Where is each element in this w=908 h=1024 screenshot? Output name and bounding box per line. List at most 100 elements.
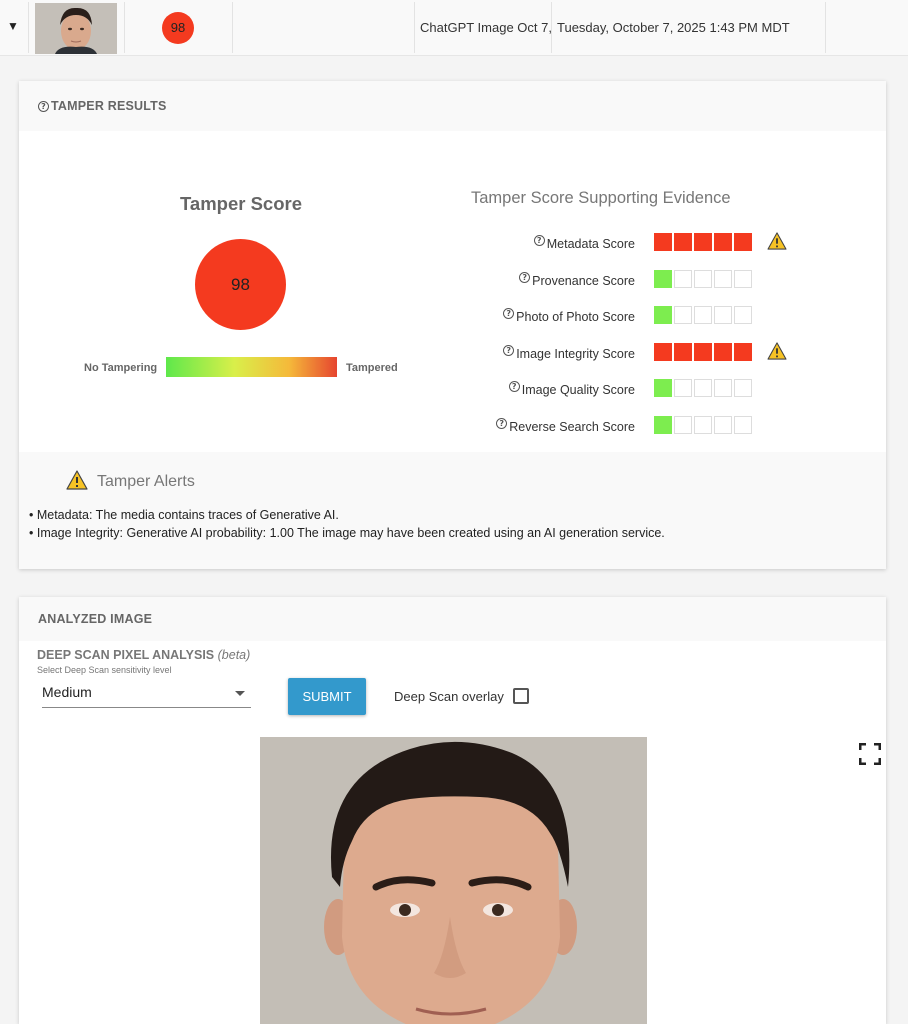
evidence-label-text: Image Quality Score bbox=[521, 383, 635, 398]
score-segment bbox=[674, 379, 692, 397]
tamper-score-title: Tamper Score bbox=[180, 193, 303, 214]
score-segment bbox=[654, 306, 672, 324]
score-segment bbox=[714, 342, 732, 361]
question-circle-icon[interactable]: ? bbox=[503, 344, 515, 356]
tamper-results-title: TAMPER RESULTS bbox=[51, 99, 167, 113]
score-segment bbox=[694, 269, 712, 288]
evidence-label: ? Provenance Score bbox=[519, 271, 635, 288]
thumbnail-image[interactable] bbox=[35, 3, 117, 54]
tamper-results-card: ? TAMPER RESULTS Tamper Score 98 No Tamp… bbox=[19, 81, 886, 569]
score-segment bbox=[734, 342, 752, 361]
evidence-label-text: Image Integrity Score bbox=[516, 346, 635, 361]
deep-scan-overlay-label: Deep Scan overlay bbox=[394, 689, 504, 704]
score-segment bbox=[654, 342, 672, 361]
analyzed-image-header: ANALYZED IMAGE bbox=[19, 597, 886, 641]
warning-triangle-icon bbox=[767, 232, 787, 250]
sensitivity-hint: Select Deep Scan sensitivity level bbox=[37, 665, 172, 675]
evidence-label: ? Image Integrity Score bbox=[503, 344, 635, 361]
question-circle-icon[interactable]: ? bbox=[496, 417, 508, 429]
evidence-label: ? Metadata Score bbox=[533, 235, 635, 252]
tamper-alerts-title: Tamper Alerts bbox=[97, 473, 195, 490]
cell-divider bbox=[124, 2, 125, 53]
score-segment bbox=[714, 379, 732, 397]
score-segment bbox=[694, 379, 712, 397]
evidence-label: ? Image Quality Score bbox=[508, 381, 635, 398]
analyzed-image[interactable] bbox=[260, 737, 647, 1024]
score-segment bbox=[694, 342, 712, 361]
tamper-alerts-section: Tamper Alerts • Metadata: The media cont… bbox=[19, 452, 886, 569]
scale-label-no-tampering: No Tampering bbox=[84, 362, 158, 374]
evidence-row: ? Image Integrity Score bbox=[399, 341, 799, 363]
score-segment bbox=[674, 342, 692, 361]
deep-scan-overlay-checkbox[interactable] bbox=[513, 688, 529, 704]
sensitivity-select[interactable]: Medium bbox=[42, 681, 251, 708]
question-circle-icon[interactable]: ? bbox=[519, 271, 531, 283]
score-segment bbox=[714, 415, 732, 434]
result-row[interactable]: ▼ 98 ChatGPT Image Oct 7, Tuesday, Octob… bbox=[0, 0, 908, 56]
warning-triangle-icon bbox=[66, 470, 88, 490]
row-score-badge: 98 bbox=[162, 12, 194, 44]
alert-line: • Metadata: The media contains traces of… bbox=[29, 508, 339, 522]
score-segment bbox=[674, 415, 692, 434]
evidence-score-bar bbox=[654, 342, 754, 361]
evidence-score-bar bbox=[654, 306, 754, 324]
evidence-label-text: Photo of Photo Score bbox=[516, 310, 635, 325]
question-circle-icon[interactable]: ? bbox=[533, 235, 545, 246]
analyzed-image-title: ANALYZED IMAGE bbox=[38, 612, 153, 626]
row-date: Tuesday, October 7, 2025 1:43 PM MDT bbox=[557, 20, 790, 35]
question-circle-icon[interactable]: ? bbox=[503, 308, 515, 319]
analyzed-image-card: ANALYZED IMAGE DEEP SCAN PIXEL ANALYSIS … bbox=[19, 597, 886, 1024]
face-photo bbox=[260, 737, 647, 1024]
deep-scan-title-text: DEEP SCAN PIXEL ANALYSIS bbox=[37, 648, 215, 662]
sensitivity-value: Medium bbox=[42, 684, 92, 700]
score-segment bbox=[734, 379, 752, 397]
evidence-label-text: Metadata Score bbox=[546, 237, 635, 252]
score-segment bbox=[734, 306, 752, 324]
face-thumbnail bbox=[35, 3, 117, 54]
score-segment bbox=[654, 233, 672, 251]
cell-divider bbox=[232, 2, 233, 53]
question-circle-icon[interactable]: ? bbox=[38, 100, 49, 112]
tamper-score-circle: 98 bbox=[195, 239, 286, 330]
alert-line: • Image Integrity: Generative AI probabi… bbox=[29, 526, 665, 540]
score-segment bbox=[734, 233, 752, 251]
score-segment bbox=[654, 379, 672, 397]
evidence-row: ? Metadata Score bbox=[399, 232, 799, 253]
score-segment bbox=[674, 306, 692, 324]
cell-divider bbox=[825, 2, 826, 53]
score-segment bbox=[654, 269, 672, 288]
expand-caret-icon[interactable]: ▼ bbox=[7, 19, 19, 33]
fullscreen-icon[interactable] bbox=[859, 743, 881, 765]
score-segment bbox=[654, 415, 672, 434]
evidence-label: ? Photo of Photo Score bbox=[503, 308, 635, 324]
tamper-results-header: ? TAMPER RESULTS bbox=[19, 81, 886, 131]
evidence-score-bar bbox=[654, 269, 754, 288]
evidence-title: Tamper Score Supporting Evidence bbox=[471, 189, 731, 207]
cell-divider bbox=[551, 2, 552, 53]
evidence-label: ? Reverse Search Score bbox=[496, 417, 635, 434]
row-file-name[interactable]: ChatGPT Image Oct 7, bbox=[420, 20, 552, 35]
score-segment bbox=[734, 269, 752, 288]
score-segment bbox=[714, 306, 732, 324]
evidence-row: ? Photo of Photo Score bbox=[399, 306, 799, 326]
score-segment bbox=[694, 415, 712, 434]
evidence-row: ? Image Quality Score bbox=[399, 379, 799, 399]
cell-divider bbox=[414, 2, 415, 53]
evidence-label-text: Provenance Score bbox=[532, 273, 635, 288]
evidence-score-bar bbox=[654, 233, 754, 251]
score-segment bbox=[734, 415, 752, 434]
deep-scan-title: DEEP SCAN PIXEL ANALYSIS (beta) bbox=[37, 648, 250, 662]
evidence-row: ? Reverse Search Score bbox=[399, 415, 799, 436]
warning-triangle-icon bbox=[767, 341, 787, 360]
score-segment bbox=[714, 269, 732, 288]
submit-button[interactable]: SUBMIT bbox=[288, 678, 366, 715]
cell-divider bbox=[28, 2, 29, 53]
scale-label-tampered: Tampered bbox=[346, 362, 398, 374]
score-segment bbox=[674, 233, 692, 251]
deep-scan-beta: (beta) bbox=[217, 648, 251, 662]
evidence-label-text: Reverse Search Score bbox=[509, 419, 635, 434]
score-segment bbox=[694, 306, 712, 324]
question-circle-icon[interactable]: ? bbox=[508, 381, 520, 392]
score-segment bbox=[714, 233, 732, 251]
evidence-score-bar bbox=[654, 415, 754, 434]
